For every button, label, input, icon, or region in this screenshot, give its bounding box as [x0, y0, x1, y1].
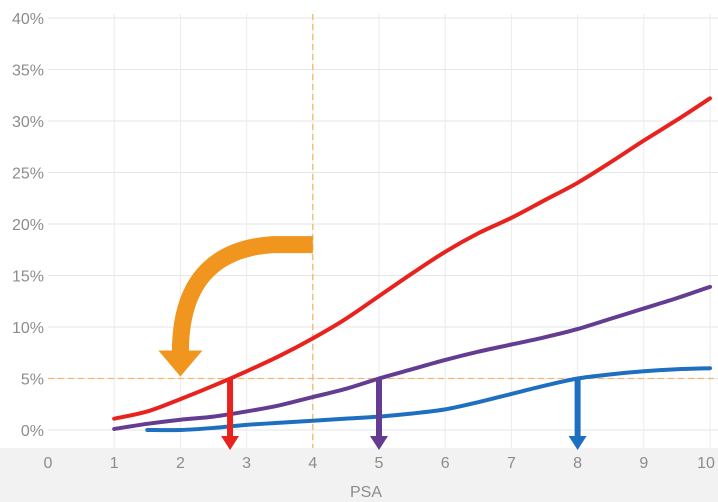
y-tick-labels: 0% 5% 10% 15% 20% 25% 30% 35% 40% — [12, 11, 44, 440]
x-tick-label: 5 — [375, 455, 384, 472]
y-tick-label: 20% — [12, 217, 44, 234]
x-tick-label: 1 — [110, 455, 119, 472]
annotation-arrow-head — [158, 350, 203, 377]
x-tick-label: 0 — [44, 455, 53, 472]
x-tick-label: 3 — [242, 455, 251, 472]
y-tick-label: 35% — [12, 63, 44, 80]
reference-lines — [48, 14, 718, 448]
x-tick-label: 8 — [573, 455, 582, 472]
annotation-arrow-shaft — [171, 236, 313, 353]
y-tick-label: 5% — [21, 372, 44, 389]
x-tick-label: 6 — [441, 455, 450, 472]
x-tick-label: 7 — [507, 455, 516, 472]
grid — [48, 14, 718, 448]
y-tick-label: 10% — [12, 320, 44, 337]
x-axis-band-background — [0, 448, 718, 502]
y-tick-label: 25% — [12, 166, 44, 183]
y-tick-label: 40% — [12, 11, 44, 28]
x-tick-label: 10 — [697, 455, 715, 472]
x-tick-label: 4 — [308, 455, 317, 472]
x-tick-label: 2 — [176, 455, 185, 472]
series-line-2 — [112, 284, 712, 431]
series-line-3 — [145, 366, 712, 433]
x-tick-labels: 0 1 2 3 4 5 6 7 8 9 10 — [44, 455, 715, 472]
threshold-arrow-head-3 — [568, 436, 587, 450]
series-group — [112, 96, 712, 433]
x-axis-label: PSA — [350, 484, 382, 501]
x-tick-label: 9 — [639, 455, 648, 472]
annotation-arrow-group — [158, 236, 313, 377]
x-axis-band — [0, 448, 718, 502]
y-tick-label: 15% — [12, 269, 44, 286]
threshold-arrow-head-2 — [370, 436, 388, 450]
y-tick-label: 0% — [21, 423, 44, 440]
threshold-arrow-head-1 — [221, 436, 240, 450]
y-tick-label: 30% — [12, 114, 44, 131]
series-line-1 — [112, 96, 712, 421]
threshold-arrows — [221, 378, 587, 450]
